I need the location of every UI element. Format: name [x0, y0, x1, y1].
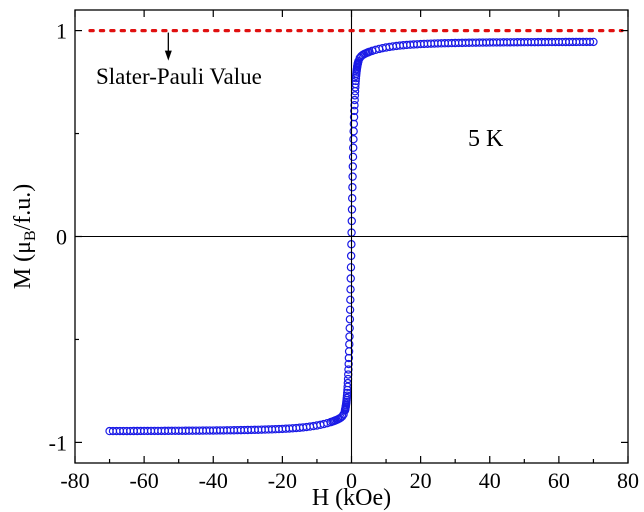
x-tick-label: -40: [199, 468, 228, 493]
data-point: [350, 101, 359, 110]
x-tick-label: 0: [346, 468, 357, 493]
slater-pauli-arrow: [164, 32, 172, 61]
data-point: [346, 274, 355, 283]
y-axis-ticks: -1 0 1: [49, 19, 628, 455]
x-tick-label: -60: [129, 468, 158, 493]
data-point: [346, 285, 355, 294]
data-point: [348, 183, 357, 192]
data-point: [345, 315, 355, 324]
x-tick-label: 80: [617, 468, 639, 493]
data-point: [348, 152, 358, 162]
data-point: [344, 359, 353, 369]
data-point: [345, 332, 354, 341]
data-point: [350, 106, 359, 116]
data-point: [344, 365, 353, 374]
data-point: [345, 305, 355, 315]
data-point: [349, 112, 359, 122]
data-point: [585, 37, 595, 47]
x-axis-ticks: -80 -60 -40 -20 0 20 40 60 80: [60, 10, 639, 493]
data-point: [344, 353, 354, 363]
data-point: [347, 194, 357, 203]
x-tick-label: 20: [410, 468, 432, 493]
data-point: [589, 37, 598, 47]
x-tick-label: 60: [548, 468, 570, 493]
data-point: [346, 295, 355, 305]
data-point: [348, 172, 357, 181]
slater-pauli-label: Slater-Pauli Value: [96, 64, 262, 89]
y-tick-label: 1: [56, 19, 67, 44]
x-tick-label: -80: [60, 468, 89, 493]
temperature-label: 5 K: [468, 126, 504, 152]
data-point: [345, 323, 354, 333]
y-tick-label: -1: [49, 430, 67, 455]
data-point: [342, 391, 352, 400]
y-axis-label: M (μB/f.u.): [10, 184, 39, 290]
data-point: [343, 388, 352, 398]
data-point: [346, 263, 356, 272]
x-tick-label: 40: [479, 468, 501, 493]
x-tick-label: -20: [268, 468, 297, 493]
y-tick-label: 0: [56, 225, 67, 250]
data-point: [349, 134, 358, 144]
data-point: [349, 143, 358, 152]
x-axis-label: H (kOe): [312, 485, 391, 511]
data-point: [348, 162, 358, 171]
